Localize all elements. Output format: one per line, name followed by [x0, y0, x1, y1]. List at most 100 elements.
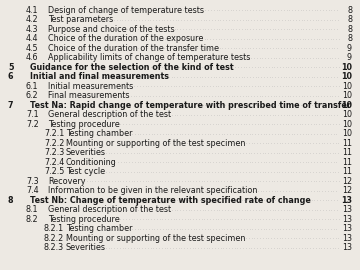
Point [260, 94, 265, 98]
Point [238, 122, 244, 126]
Point [244, 179, 249, 183]
Point [177, 113, 183, 117]
Point [248, 170, 254, 174]
Point [75, 18, 80, 22]
Point [233, 198, 239, 202]
Point [181, 141, 187, 146]
Point [81, 122, 87, 126]
Point [210, 179, 216, 183]
Point [135, 27, 141, 31]
Point [144, 46, 150, 50]
Point [319, 65, 325, 69]
Point [297, 217, 302, 221]
Point [286, 75, 292, 79]
Point [225, 208, 231, 212]
Point [236, 27, 242, 31]
Point [226, 236, 232, 240]
Point [229, 151, 235, 155]
Point [203, 27, 208, 31]
Point [184, 151, 190, 155]
Point [247, 8, 253, 12]
Point [319, 227, 325, 231]
Point [138, 227, 143, 231]
Point [199, 65, 204, 69]
Point [190, 246, 195, 250]
Point [241, 179, 247, 183]
Point [244, 227, 249, 231]
Point [188, 179, 193, 183]
Point [153, 56, 159, 60]
Point [114, 65, 120, 69]
Point [270, 27, 275, 31]
Text: Information to be given in the relevant specification: Information to be given in the relevant … [48, 186, 257, 195]
Point [212, 151, 218, 155]
Text: 9: 9 [347, 53, 352, 62]
Point [211, 103, 217, 107]
Point [116, 75, 121, 79]
Point [257, 141, 263, 146]
Point [322, 122, 328, 126]
Point [145, 151, 151, 155]
Point [174, 160, 180, 164]
Point [321, 141, 327, 146]
Point [237, 151, 243, 155]
Point [100, 18, 105, 22]
Point [235, 141, 240, 146]
Point [295, 103, 301, 107]
Point [93, 75, 99, 79]
Point [272, 75, 278, 79]
Point [190, 141, 195, 146]
Point [92, 151, 98, 155]
Point [127, 46, 133, 50]
Point [294, 160, 300, 164]
Point [156, 236, 162, 240]
Point [286, 131, 292, 136]
Point [312, 27, 318, 31]
Point [288, 170, 293, 174]
Point [251, 170, 257, 174]
Point [190, 170, 195, 174]
Point [159, 217, 165, 221]
Point [204, 160, 210, 164]
Point [289, 46, 295, 50]
Point [87, 84, 93, 89]
Point [136, 170, 142, 174]
Point [299, 236, 305, 240]
Point [146, 37, 152, 41]
Point [161, 27, 166, 31]
Point [227, 122, 233, 126]
Point [327, 236, 333, 240]
Point [262, 151, 268, 155]
Point [276, 246, 282, 250]
Point [270, 113, 275, 117]
Point [187, 141, 193, 146]
Point [189, 94, 195, 98]
Point [132, 37, 138, 41]
Point [93, 122, 98, 126]
Point [286, 160, 292, 164]
Point [271, 179, 277, 183]
Point [130, 75, 135, 79]
Point [316, 56, 321, 60]
Point [216, 122, 221, 126]
Point [129, 160, 135, 164]
Point [123, 131, 129, 136]
Point [243, 151, 249, 155]
Point [260, 246, 265, 250]
Point [93, 84, 98, 89]
Point [185, 179, 190, 183]
Point [185, 75, 191, 79]
Point [207, 170, 212, 174]
Point [187, 18, 193, 22]
Point [236, 46, 242, 50]
Point [188, 103, 194, 107]
Point [207, 37, 213, 41]
Point [242, 46, 248, 50]
Point [231, 46, 237, 50]
Point [208, 103, 214, 107]
Point [211, 27, 217, 31]
Point [300, 189, 306, 193]
Point [141, 27, 147, 31]
Point [98, 160, 104, 164]
Point [211, 198, 217, 202]
